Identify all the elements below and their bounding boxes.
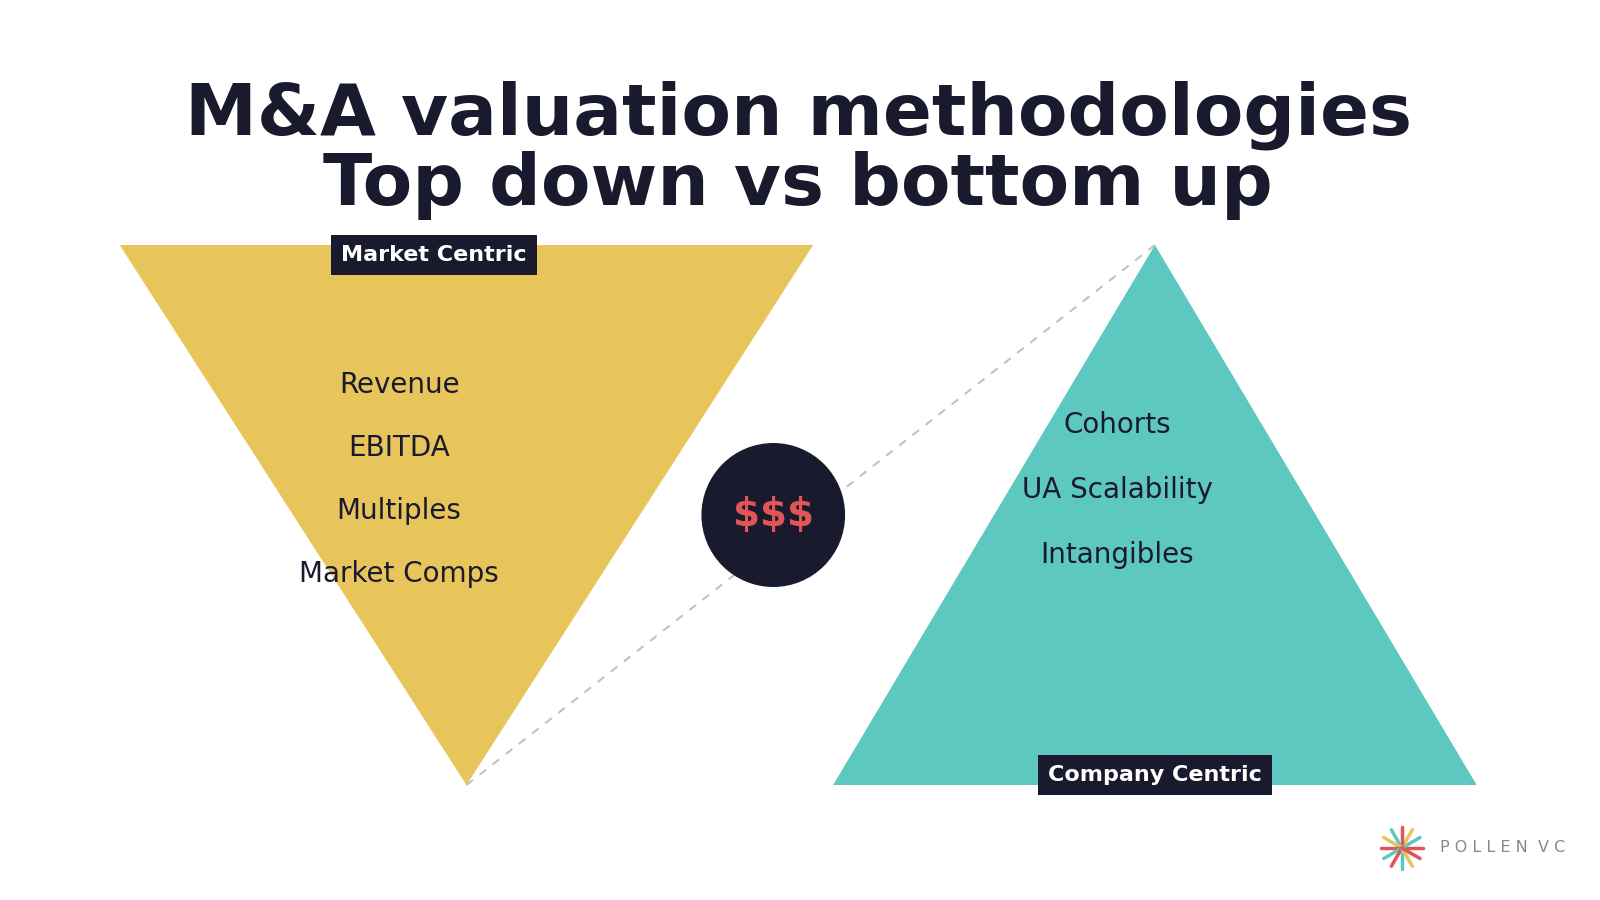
Text: Market Comps: Market Comps xyxy=(299,560,499,588)
Text: $$$: $$$ xyxy=(733,496,814,534)
Text: Revenue: Revenue xyxy=(339,371,459,399)
Text: Multiples: Multiples xyxy=(336,497,461,525)
Circle shape xyxy=(701,443,845,587)
Polygon shape xyxy=(834,245,1477,785)
Text: P O L L E N  V C: P O L L E N V C xyxy=(1440,841,1565,856)
Text: Company Centric: Company Centric xyxy=(1048,765,1262,785)
Text: EBITDA: EBITDA xyxy=(349,434,450,462)
Text: M&A valuation methodologies: M&A valuation methodologies xyxy=(184,80,1411,149)
Text: UA Scalability: UA Scalability xyxy=(1022,476,1213,504)
Text: Cohorts: Cohorts xyxy=(1064,411,1171,439)
Text: Market Centric: Market Centric xyxy=(341,245,526,265)
Text: Intangibles: Intangibles xyxy=(1040,541,1194,569)
Text: Top down vs bottom up: Top down vs bottom up xyxy=(323,150,1274,220)
Polygon shape xyxy=(120,245,813,785)
